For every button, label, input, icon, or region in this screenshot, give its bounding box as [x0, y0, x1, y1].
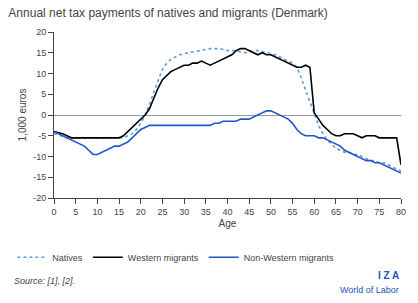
- svg-text:1,000 euros: 1,000 euros: [17, 89, 28, 142]
- svg-text:0: 0: [41, 110, 46, 120]
- svg-text:World of Labor: World of Labor: [340, 285, 399, 295]
- svg-text:50: 50: [266, 207, 276, 217]
- svg-text:Age: Age: [219, 218, 237, 229]
- svg-text:Non-Western migrants: Non-Western migrants: [244, 253, 334, 263]
- svg-text:-10: -10: [33, 152, 46, 162]
- svg-text:25: 25: [157, 207, 167, 217]
- svg-text:20: 20: [136, 207, 146, 217]
- svg-text:10: 10: [92, 207, 102, 217]
- svg-text:Annual net tax payments of nat: Annual net tax payments of natives and m…: [8, 6, 328, 20]
- svg-text:40: 40: [222, 207, 232, 217]
- svg-text:-15: -15: [33, 172, 46, 182]
- svg-text:75: 75: [374, 207, 384, 217]
- svg-text:30: 30: [179, 207, 189, 217]
- svg-text:35: 35: [201, 207, 211, 217]
- svg-text:Natives: Natives: [52, 253, 83, 263]
- svg-text:45: 45: [244, 207, 254, 217]
- svg-text:Western migrants: Western migrants: [128, 253, 199, 263]
- svg-text:I Z A: I Z A: [378, 270, 399, 281]
- svg-text:70: 70: [353, 207, 363, 217]
- svg-text:15: 15: [36, 48, 46, 58]
- svg-text:Source: [1], [2].: Source: [1], [2].: [14, 276, 75, 286]
- svg-text:0: 0: [51, 207, 56, 217]
- svg-text:-20: -20: [33, 193, 46, 203]
- svg-text:15: 15: [114, 207, 124, 217]
- svg-text:80: 80: [396, 207, 406, 217]
- svg-text:-5: -5: [38, 131, 46, 141]
- svg-text:5: 5: [41, 89, 46, 99]
- svg-text:10: 10: [36, 69, 46, 79]
- svg-text:5: 5: [73, 207, 78, 217]
- svg-text:55: 55: [288, 207, 298, 217]
- svg-text:65: 65: [331, 207, 341, 217]
- svg-text:60: 60: [309, 207, 319, 217]
- svg-text:20: 20: [36, 27, 46, 37]
